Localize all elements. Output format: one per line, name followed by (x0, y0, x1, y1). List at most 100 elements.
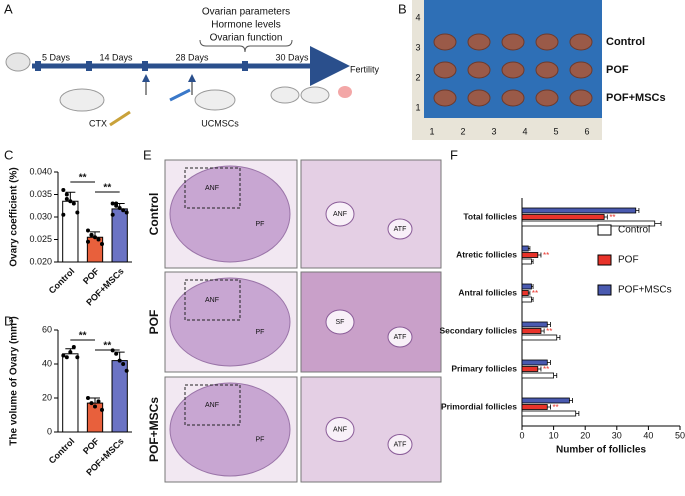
timeline (5, 39, 352, 127)
point (124, 210, 129, 215)
group-label: POF (606, 64, 629, 76)
follicle (387, 218, 413, 240)
error-bar (547, 322, 551, 327)
ruler-label: 2 (415, 72, 420, 82)
interval-label: 30 Days (275, 52, 309, 62)
panel-label: C (4, 147, 13, 162)
error-bar (547, 360, 551, 365)
point (89, 233, 94, 237)
point (86, 396, 90, 400)
point (61, 188, 66, 192)
row-label: POF (147, 310, 161, 335)
x-tick-label: 0 (519, 430, 524, 440)
panel-label: A (4, 1, 13, 16)
zoom-box (184, 279, 241, 321)
y-tick-label: 60 (42, 324, 52, 334)
follicle-label: PF (256, 329, 265, 336)
point (93, 235, 97, 240)
ovary (433, 61, 457, 79)
legend-swatch (597, 254, 612, 266)
point (93, 404, 97, 409)
bar (521, 258, 532, 265)
ruler (412, 0, 424, 140)
error-bar (635, 208, 640, 213)
error-bar (90, 397, 100, 404)
point (110, 201, 115, 206)
bar (521, 366, 539, 372)
point (71, 201, 76, 206)
follicle-label: ANF (205, 402, 219, 409)
x-tick-label: 10 (549, 430, 559, 440)
bar (62, 200, 79, 263)
row-label: POF+MSCs (147, 397, 161, 462)
tissue (169, 165, 291, 263)
error-bar (531, 297, 534, 302)
follicle (387, 326, 413, 348)
error-bar (547, 404, 551, 410)
error-bar (540, 328, 545, 334)
point (86, 239, 90, 244)
follicle-label: PF (256, 436, 265, 443)
sig-label: ** (79, 331, 87, 342)
point (117, 206, 122, 210)
sig-label: ** (79, 173, 87, 184)
zoom-box (184, 384, 241, 426)
x-tick-label: POF (81, 436, 102, 457)
point (117, 358, 122, 363)
y-tick-label: 40 (42, 358, 52, 368)
bar (521, 214, 605, 220)
error-bar (528, 246, 531, 251)
bar (521, 252, 539, 258)
point (61, 353, 66, 358)
error-bar (569, 398, 573, 403)
sig-label: ** (609, 213, 615, 222)
y-tick-label: 20 (42, 392, 52, 402)
sig-label: ** (532, 289, 538, 298)
legend-label: POF (618, 255, 639, 266)
follicle-label: ATF (394, 334, 407, 341)
ovary (569, 61, 593, 79)
ovary (569, 33, 593, 51)
point (114, 201, 119, 206)
bar (62, 353, 79, 433)
follicle-label: SF (336, 319, 345, 326)
panel-label: B (398, 1, 407, 16)
treatment-label: CTX (89, 118, 107, 128)
point (68, 199, 73, 204)
bar (521, 359, 548, 366)
panel-label: D (4, 313, 13, 328)
point (96, 399, 101, 404)
tissue (169, 382, 291, 477)
error-bar (528, 290, 531, 296)
point (64, 355, 69, 360)
point (100, 407, 104, 412)
error-bar (654, 221, 662, 226)
micrograph (300, 159, 442, 269)
bar (521, 290, 529, 296)
error-bar (553, 373, 558, 378)
point (64, 197, 69, 201)
point (121, 208, 126, 213)
ovary (433, 33, 457, 51)
panel-label: E (143, 147, 152, 162)
y-tick-label: 0.035 (29, 189, 52, 199)
sig-label: ** (103, 183, 111, 194)
ruler-label: 5 (553, 126, 558, 136)
y-tick-label: 0.030 (29, 211, 52, 221)
sig-label: ** (543, 251, 549, 260)
follicle-label: PF (256, 221, 265, 228)
y-axis-label: Ovary coefficient (%) (9, 167, 20, 266)
ovary (569, 89, 593, 107)
ovary (467, 89, 491, 107)
point (121, 362, 126, 366)
follicle (325, 201, 355, 227)
ruler-label: 4 (415, 12, 420, 22)
y-tick-label: 0 (47, 426, 52, 436)
sig-label: ** (546, 327, 552, 336)
row-label: Control (147, 193, 161, 236)
follicle-label: ATF (394, 441, 407, 448)
legend-label: Control (618, 225, 650, 236)
ruler-label: 3 (415, 42, 420, 52)
y-tick-label: 0.040 (29, 166, 52, 176)
